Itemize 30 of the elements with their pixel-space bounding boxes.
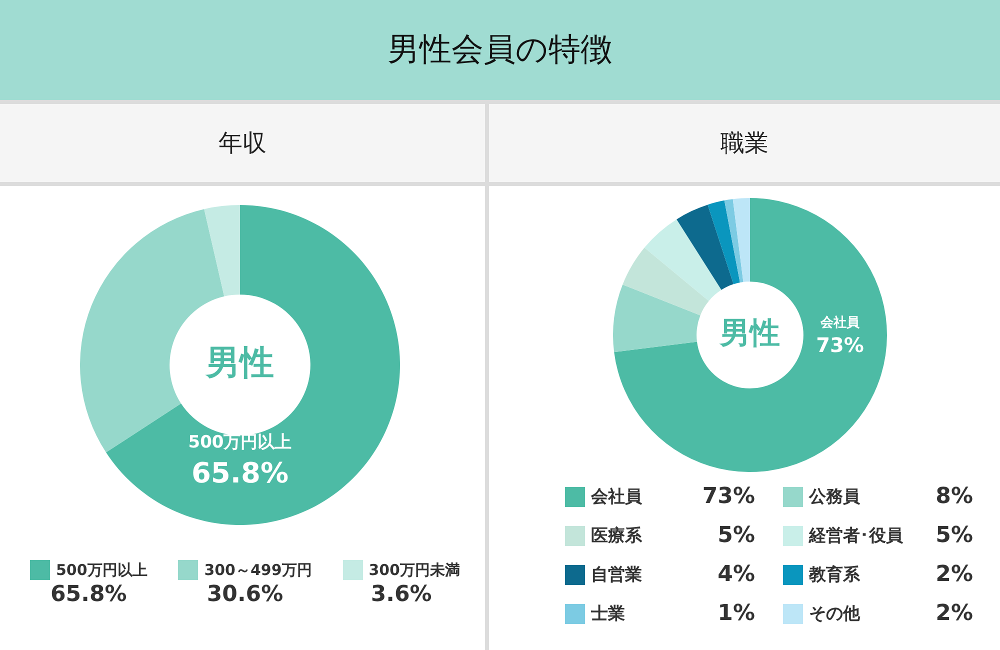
data-label: 73% — [702, 484, 755, 509]
chart-subtitle: 年収 — [0, 104, 485, 182]
text: 会社員 — [820, 314, 860, 330]
legend-label: 300万円未満 — [368, 560, 460, 580]
legend-label: 教育系 — [808, 564, 860, 586]
data-label: 8% — [936, 484, 973, 509]
data-label: 2% — [936, 601, 973, 626]
chart-title: 男性会員の特徴 — [0, 0, 1000, 100]
data-label: 4% — [718, 562, 755, 587]
legend-label: 公務員 — [808, 486, 860, 508]
legend-label: その他 — [808, 603, 860, 625]
chart-title: 職業 — [489, 104, 1000, 182]
legend-label: 会社員 — [590, 486, 642, 508]
data-label: 30.6% — [206, 582, 284, 607]
data-label: 5% — [936, 523, 973, 548]
data-label: 3.6% — [370, 582, 432, 607]
data-label: 5% — [718, 523, 755, 548]
legend-label: 医療系 — [590, 525, 642, 547]
data-label: 1% — [718, 601, 755, 626]
text: 73% — [816, 332, 864, 357]
legend-label: 300～499万円 — [203, 560, 312, 580]
text: 男性 — [205, 342, 274, 383]
text: 65.8% — [191, 456, 289, 490]
data-label: 65.8% — [50, 582, 127, 607]
data-label: 2% — [936, 562, 973, 587]
legend-label: 自営業 — [590, 564, 642, 586]
text: 男性 — [719, 316, 780, 351]
legend-label: 士業 — [590, 603, 625, 625]
legend-label: 500万円以上 — [55, 560, 148, 580]
legend-label: 経営者･役員 — [808, 525, 903, 547]
